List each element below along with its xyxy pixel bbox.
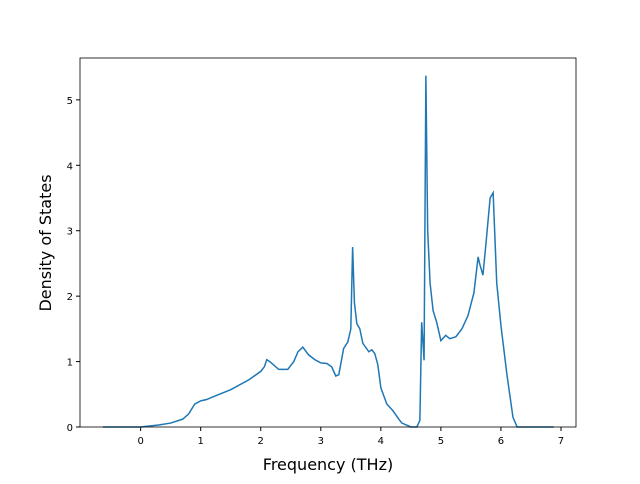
x-tick-label: 0 [137,436,143,447]
x-tick-label: 2 [258,436,264,447]
x-tick-label: 4 [378,436,384,447]
y-tick-label: 3 [67,227,73,238]
x-tick-label: 5 [438,436,444,447]
x-tick-label: 3 [318,436,324,447]
y-tick-label: 4 [67,161,73,172]
x-tick-label: 7 [558,436,564,447]
y-tick-label: 1 [67,358,73,369]
x-axis-label: Frequency (THz) [263,455,393,474]
y-tick-label: 5 [67,96,73,107]
line-series [102,75,554,428]
x-tick-label: 1 [198,436,204,447]
plot-frame [79,57,577,428]
y-axis-label: Density of States [36,174,55,311]
y-tick-label: 2 [67,292,73,303]
x-tick-label: 6 [498,436,504,447]
y-tick-label: 0 [67,423,73,434]
